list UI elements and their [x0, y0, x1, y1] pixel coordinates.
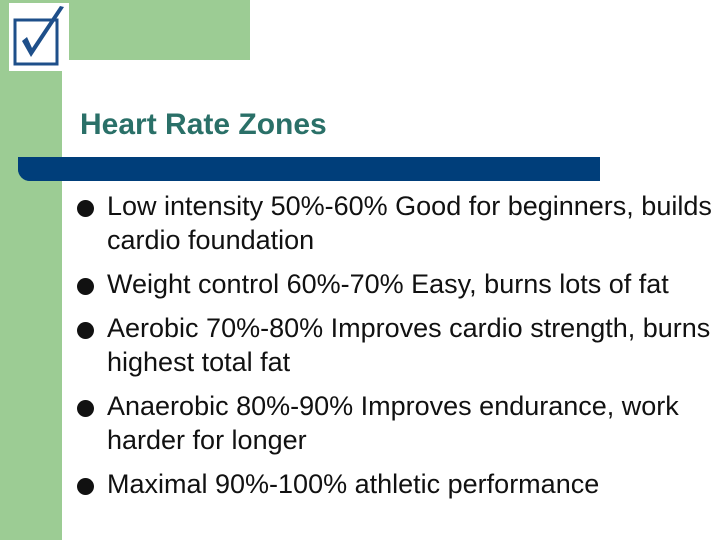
- bullet-text: Low intensity 50%-60% Good for beginners…: [107, 191, 712, 255]
- title-underline-bar: [18, 157, 600, 181]
- bullet-text: Weight control 60%-70% Easy, burns lots …: [107, 269, 669, 299]
- bullet-text: Anaerobic 80%-90% Improves endurance, wo…: [107, 391, 679, 455]
- slide-title: Heart Rate Zones: [80, 108, 327, 141]
- bullet-item: Aerobic 70%-80% Improves cardio strength…: [76, 311, 716, 379]
- left-decorative-band: [0, 0, 62, 540]
- bullet-dot-icon: [77, 322, 94, 339]
- bullet-dot-icon: [77, 478, 94, 495]
- bullet-list: Low intensity 50%-60% Good for beginners…: [76, 189, 716, 501]
- checkmark-icon: [13, 6, 64, 66]
- bullet-item: Anaerobic 80%-90% Improves endurance, wo…: [76, 389, 716, 457]
- bullet-dot-icon: [77, 200, 94, 217]
- bullet-text: Maximal 90%-100% athletic performance: [107, 469, 600, 499]
- bullet-item: Weight control 60%-70% Easy, burns lots …: [76, 267, 716, 301]
- top-decorative-band: [62, 0, 250, 60]
- bullet-item: Low intensity 50%-60% Good for beginners…: [76, 189, 716, 257]
- bullet-item: Maximal 90%-100% athletic performance: [76, 467, 716, 501]
- bullet-text: Aerobic 70%-80% Improves cardio strength…: [107, 313, 711, 377]
- bullet-dot-icon: [77, 400, 94, 417]
- bullet-dot-icon: [77, 278, 94, 295]
- checkmark-logo: [9, 3, 69, 71]
